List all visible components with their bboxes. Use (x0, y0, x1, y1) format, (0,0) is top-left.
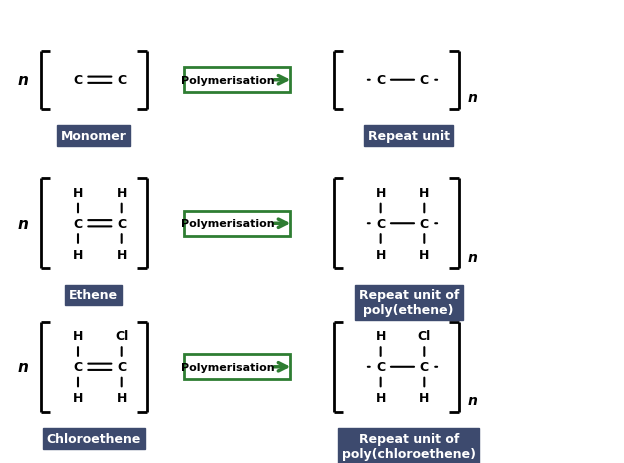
Text: C: C (74, 361, 82, 374)
Text: C: C (117, 74, 126, 87)
FancyBboxPatch shape (184, 355, 290, 379)
Text: H: H (73, 392, 83, 405)
Text: C: C (74, 74, 82, 87)
Text: C: C (420, 217, 429, 230)
Text: H: H (117, 186, 127, 199)
Text: C: C (74, 217, 82, 230)
Text: Polymerisation: Polymerisation (181, 75, 275, 86)
Text: C: C (420, 361, 429, 374)
Text: H: H (376, 248, 386, 261)
Text: C: C (117, 217, 126, 230)
Text: Repeat unit: Repeat unit (368, 130, 450, 143)
Text: Repeat unit of
poly(chloroethene): Repeat unit of poly(chloroethene) (342, 432, 475, 460)
Text: Ethene: Ethene (69, 288, 118, 301)
Text: n: n (468, 250, 478, 264)
Text: C: C (376, 361, 385, 374)
Text: H: H (419, 186, 429, 199)
Text: C: C (117, 361, 126, 374)
Text: H: H (376, 186, 386, 199)
Text: n: n (468, 91, 478, 105)
Text: H: H (419, 392, 429, 405)
Text: n: n (17, 216, 28, 231)
Text: C: C (376, 217, 385, 230)
Text: n: n (468, 393, 478, 407)
FancyBboxPatch shape (184, 212, 290, 236)
Text: Polymerisation: Polymerisation (181, 362, 275, 372)
Text: C: C (376, 74, 385, 87)
Text: C: C (420, 74, 429, 87)
Text: Cl: Cl (115, 329, 129, 342)
Text: H: H (73, 186, 83, 199)
Text: H: H (73, 329, 83, 342)
Text: H: H (117, 392, 127, 405)
Text: Repeat unit of
poly(ethene): Repeat unit of poly(ethene) (359, 288, 459, 317)
Text: Polymerisation: Polymerisation (181, 219, 275, 229)
Text: Monomer: Monomer (61, 130, 127, 143)
FancyBboxPatch shape (184, 68, 290, 93)
Text: H: H (419, 248, 429, 261)
Text: n: n (17, 359, 28, 375)
Text: n: n (17, 73, 28, 88)
Text: H: H (376, 329, 386, 342)
Text: Cl: Cl (417, 329, 431, 342)
Text: Chloroethene: Chloroethene (46, 432, 141, 445)
Text: H: H (73, 248, 83, 261)
Text: H: H (376, 392, 386, 405)
Text: H: H (117, 248, 127, 261)
